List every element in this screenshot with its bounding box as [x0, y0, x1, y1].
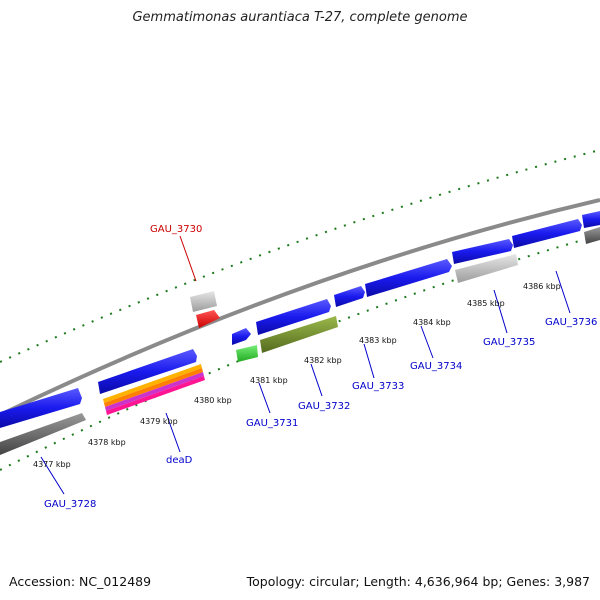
kbp-label: 4382 kbp — [304, 356, 342, 365]
gene-forward — [582, 211, 600, 228]
gene-deaD — [103, 364, 205, 415]
gene-forward — [256, 299, 331, 335]
gene-forward — [512, 219, 582, 248]
gene-reverse — [584, 227, 600, 244]
gene-reverse — [0, 413, 86, 455]
gene-GAU_3730-outer — [190, 291, 217, 312]
gene-label: deaD — [166, 455, 193, 466]
gene-label: GAU_3736 — [545, 317, 597, 328]
gene-GAU_3735 — [455, 254, 518, 283]
kbp-label: 4383 kbp — [359, 336, 397, 345]
kbp-label: 4384 kbp — [413, 318, 451, 327]
gene-forward — [98, 349, 197, 394]
kbp-label: 4379 kbp — [140, 417, 178, 426]
gene-GAU_3730 — [196, 310, 220, 328]
gene-label: GAU_3730 — [150, 224, 202, 235]
genome-backbone — [0, 198, 600, 417]
gene-forward — [0, 388, 82, 428]
forward-genes — [0, 211, 600, 428]
kbp-label: 4381 kbp — [250, 376, 288, 385]
kbp-label: 4377 kbp — [33, 460, 71, 469]
kbp-labels: 4377 kbp 4378 kbp 4379 kbp 4380 kbp 4381… — [33, 282, 561, 469]
gene-label: GAU_3728 — [44, 499, 96, 510]
kbp-label: 4386 kbp — [523, 282, 561, 291]
gene-forward — [452, 239, 513, 264]
gene-forward — [232, 328, 251, 345]
gc-track-inner — [0, 234, 600, 471]
genome-summary: Topology: circular; Length: 4,636,964 bp… — [246, 574, 590, 589]
kbp-label: 4380 kbp — [194, 396, 232, 405]
gene-label: GAU_3734 — [410, 361, 462, 372]
gene-GAU_3732 — [260, 316, 338, 353]
kbp-label: 4378 kbp — [88, 438, 126, 447]
accession-label: Accession: NC_012489 — [9, 574, 152, 589]
label-leaders — [40, 235, 571, 495]
gene-labels: GAU_3728 deaD GAU_3730 GAU_3731 GAU_3732… — [44, 224, 597, 510]
gene-forward — [334, 286, 365, 307]
gene-label: GAU_3733 — [352, 381, 404, 392]
gene-GAU_3731 — [236, 345, 258, 362]
page-title: Gemmatimonas aurantiaca T-27, complete g… — [132, 10, 468, 25]
gene-label: GAU_3731 — [246, 418, 298, 429]
gene-forward — [365, 259, 452, 297]
gene-label: GAU_3735 — [483, 337, 535, 348]
kbp-label: 4385 kbp — [467, 299, 505, 308]
gene-label: GAU_3732 — [298, 401, 350, 412]
reverse-genes — [0, 227, 600, 455]
